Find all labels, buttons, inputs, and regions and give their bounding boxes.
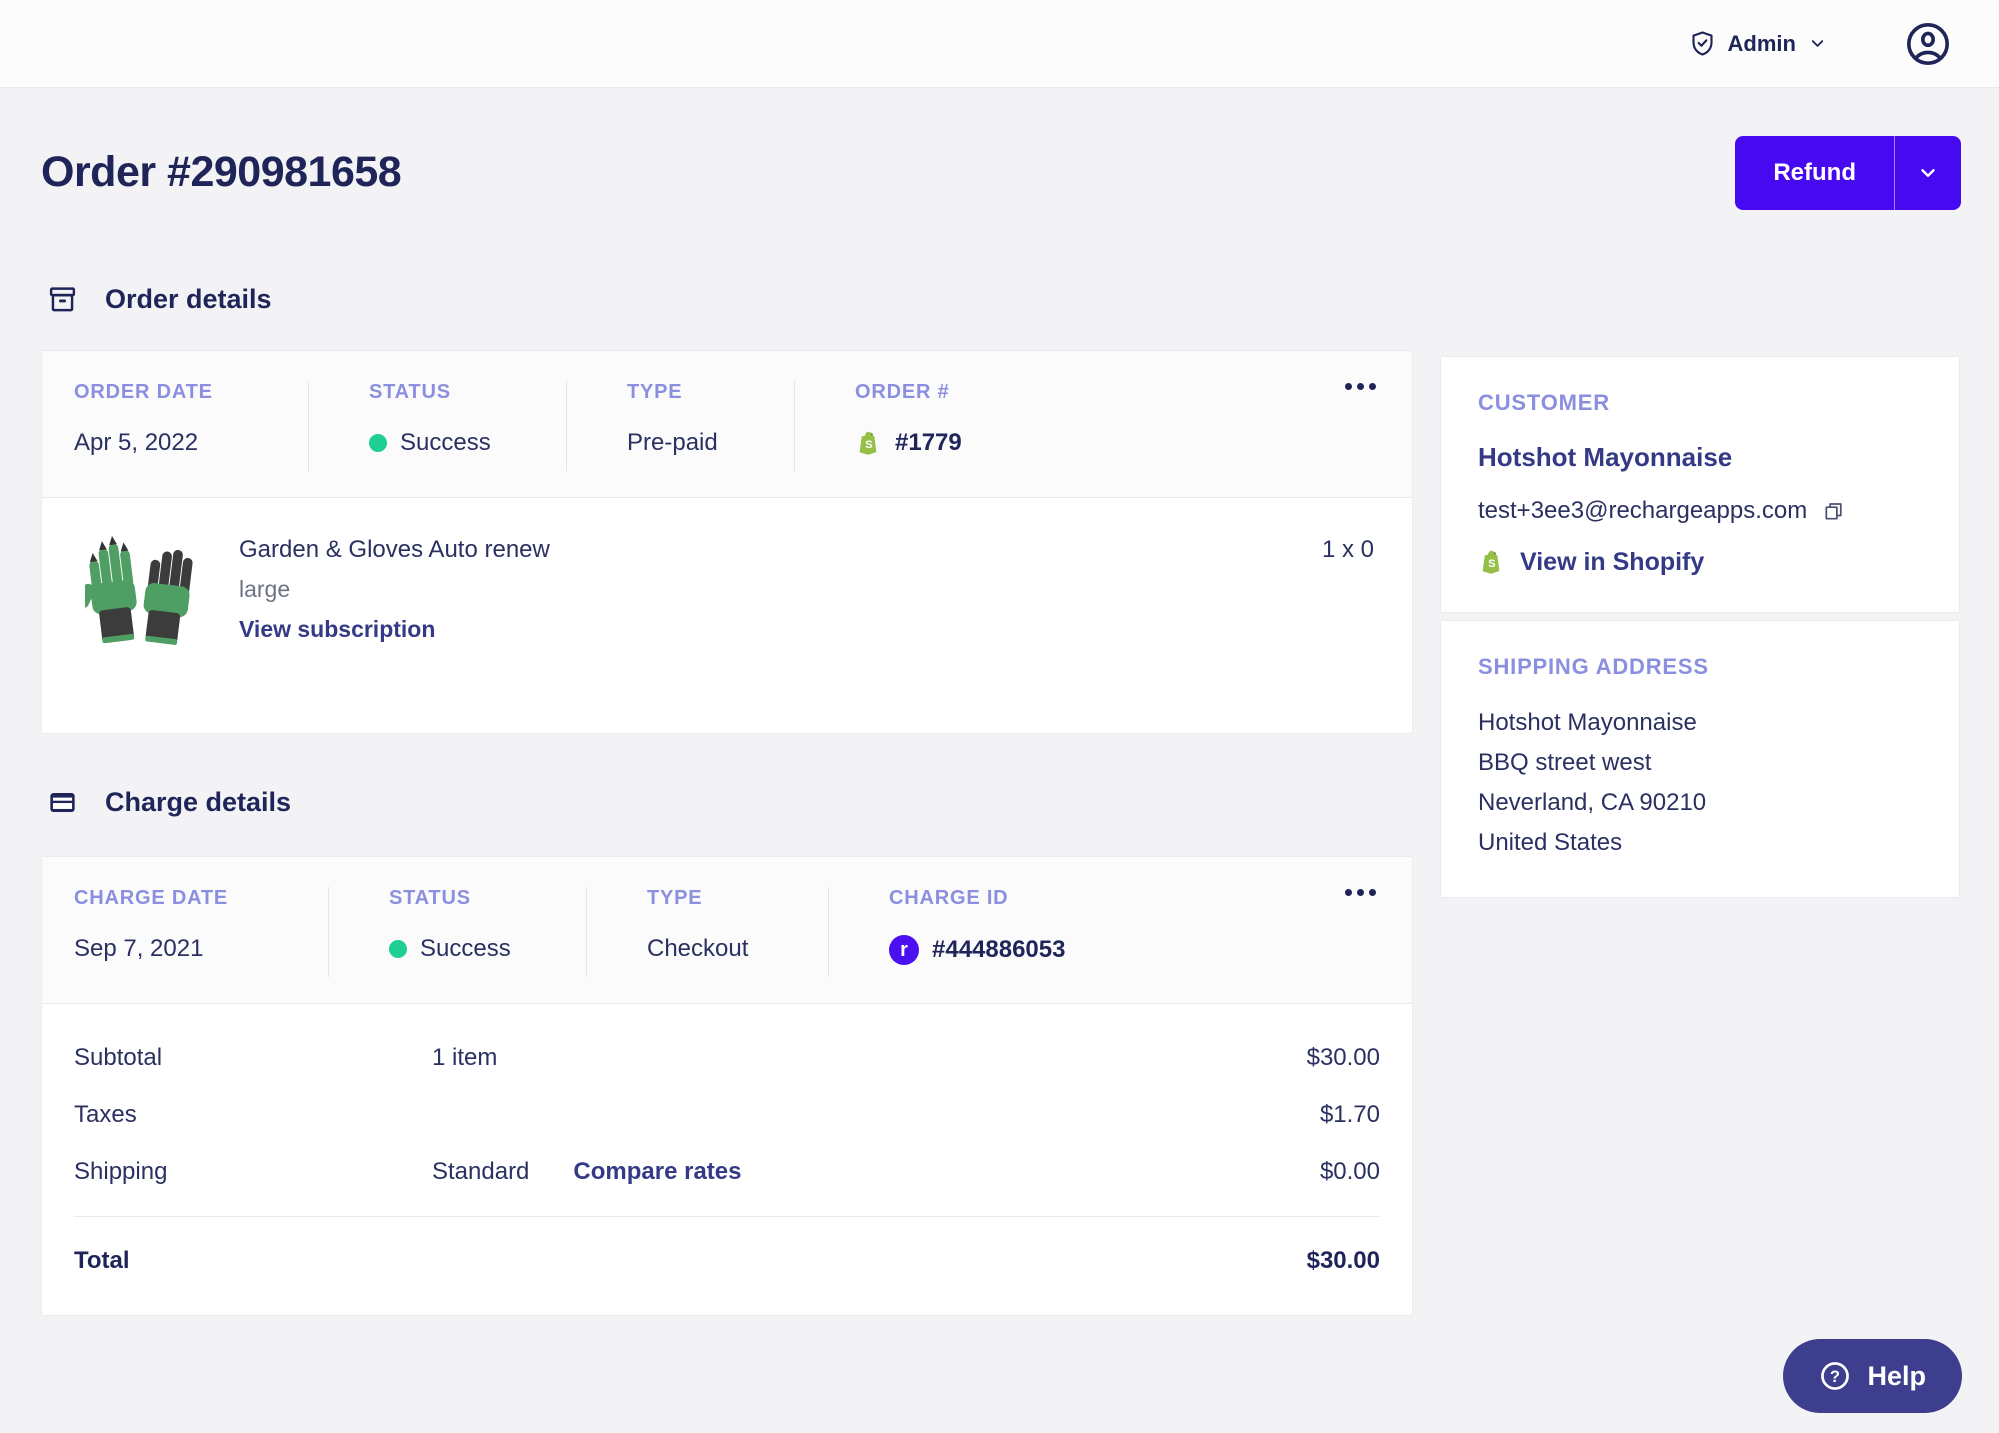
- shield-check-icon: [1689, 30, 1716, 57]
- address-line: Hotshot Mayonnaise: [1478, 703, 1922, 743]
- charge-actions-menu[interactable]: [1339, 883, 1382, 902]
- svg-text:?: ?: [1830, 1367, 1840, 1386]
- charge-date-column: CHARGE DATE Sep 7, 2021: [42, 887, 328, 977]
- copy-email-button[interactable]: [1822, 500, 1845, 523]
- admin-menu[interactable]: Admin: [1689, 30, 1827, 57]
- product-variant: large: [239, 576, 1284, 603]
- status-badge: Success: [400, 429, 491, 457]
- customer-email: test+3ee3@rechargeapps.com: [1478, 497, 1807, 525]
- view-in-shopify-link[interactable]: S View in Shopify: [1478, 548, 1704, 577]
- totals-divider: [74, 1216, 1380, 1217]
- order-date-column: ORDER DATE Apr 5, 2022: [42, 381, 308, 471]
- quantity-value: 1 x 0: [1322, 531, 1374, 733]
- svg-text:S: S: [865, 439, 873, 451]
- compare-rates-link[interactable]: Compare rates: [573, 1158, 741, 1186]
- charge-details-heading: Charge details: [47, 787, 1413, 818]
- admin-label: Admin: [1728, 31, 1796, 57]
- order-status-column: STATUS Success: [308, 381, 566, 471]
- address-line: BBQ street west: [1478, 743, 1922, 783]
- chevron-down-icon: [1808, 34, 1827, 53]
- order-type-column: TYPE Pre-paid: [566, 381, 794, 471]
- order-details-heading: Order details: [47, 284, 1413, 315]
- page-title: Order #290981658: [41, 148, 401, 197]
- order-line-item: Garden & Gloves Auto renew large View su…: [42, 498, 1412, 733]
- order-details-card: ORDER DATE Apr 5, 2022 STATUS Success TY…: [41, 350, 1413, 734]
- charge-id-column: CHARGE ID r #444886053: [828, 887, 1065, 977]
- credit-card-icon: [47, 787, 78, 818]
- shopify-icon: S: [1478, 549, 1505, 576]
- charge-status-column: STATUS Success: [328, 887, 586, 977]
- refund-split-button: Refund: [1735, 136, 1961, 210]
- customer-section-label: CUSTOMER: [1478, 390, 1922, 416]
- status-badge: Success: [420, 935, 511, 963]
- recharge-icon: r: [889, 935, 919, 965]
- svg-text:S: S: [1488, 558, 1496, 570]
- charge-details-card: CHARGE DATE Sep 7, 2021 STATUS Success T…: [41, 856, 1413, 1316]
- refund-dropdown-caret[interactable]: [1895, 136, 1961, 210]
- customer-card: CUSTOMER Hotshot Mayonnaise test+3ee3@re…: [1440, 356, 1960, 613]
- question-circle-icon: ?: [1819, 1360, 1851, 1392]
- charge-totals: Subtotal 1 item $30.00 Taxes $1.70 Shipp…: [42, 1004, 1412, 1315]
- archive-box-icon: [47, 284, 78, 315]
- shipping-address-card: SHIPPING ADDRESS Hotshot Mayonnaise BBQ …: [1440, 620, 1960, 898]
- success-status-dot: [389, 940, 407, 958]
- customer-name-link[interactable]: Hotshot Mayonnaise: [1478, 442, 1732, 473]
- address-line: United States: [1478, 823, 1922, 863]
- view-subscription-link[interactable]: View subscription: [239, 616, 435, 643]
- address-line: Neverland, CA 90210: [1478, 783, 1922, 823]
- help-button[interactable]: ? Help: [1783, 1339, 1962, 1413]
- charge-id-value: #444886053: [932, 936, 1065, 964]
- shopify-icon: S: [855, 430, 882, 457]
- charge-type-column: TYPE Checkout: [586, 887, 828, 977]
- shipping-row: Shipping Standard Compare rates $0.00: [74, 1143, 1380, 1200]
- taxes-row: Taxes $1.70: [74, 1086, 1380, 1143]
- refund-button[interactable]: Refund: [1735, 136, 1895, 210]
- product-name: Garden & Gloves Auto renew: [239, 536, 1284, 564]
- success-status-dot: [369, 434, 387, 452]
- total-row: Total $30.00: [74, 1231, 1380, 1291]
- shipping-section-label: SHIPPING ADDRESS: [1478, 654, 1922, 680]
- order-actions-menu[interactable]: [1339, 377, 1382, 396]
- order-summary-row: ORDER DATE Apr 5, 2022 STATUS Success TY…: [42, 351, 1412, 498]
- shopify-order-link[interactable]: S #1779: [855, 429, 962, 457]
- charge-summary-row: CHARGE DATE Sep 7, 2021 STATUS Success T…: [42, 857, 1412, 1004]
- product-image: [85, 531, 201, 647]
- subtotal-row: Subtotal 1 item $30.00: [74, 1029, 1380, 1086]
- top-bar: Admin: [0, 0, 1999, 88]
- order-number-column: ORDER # S #1779: [794, 381, 962, 471]
- user-avatar-icon[interactable]: [1905, 21, 1951, 67]
